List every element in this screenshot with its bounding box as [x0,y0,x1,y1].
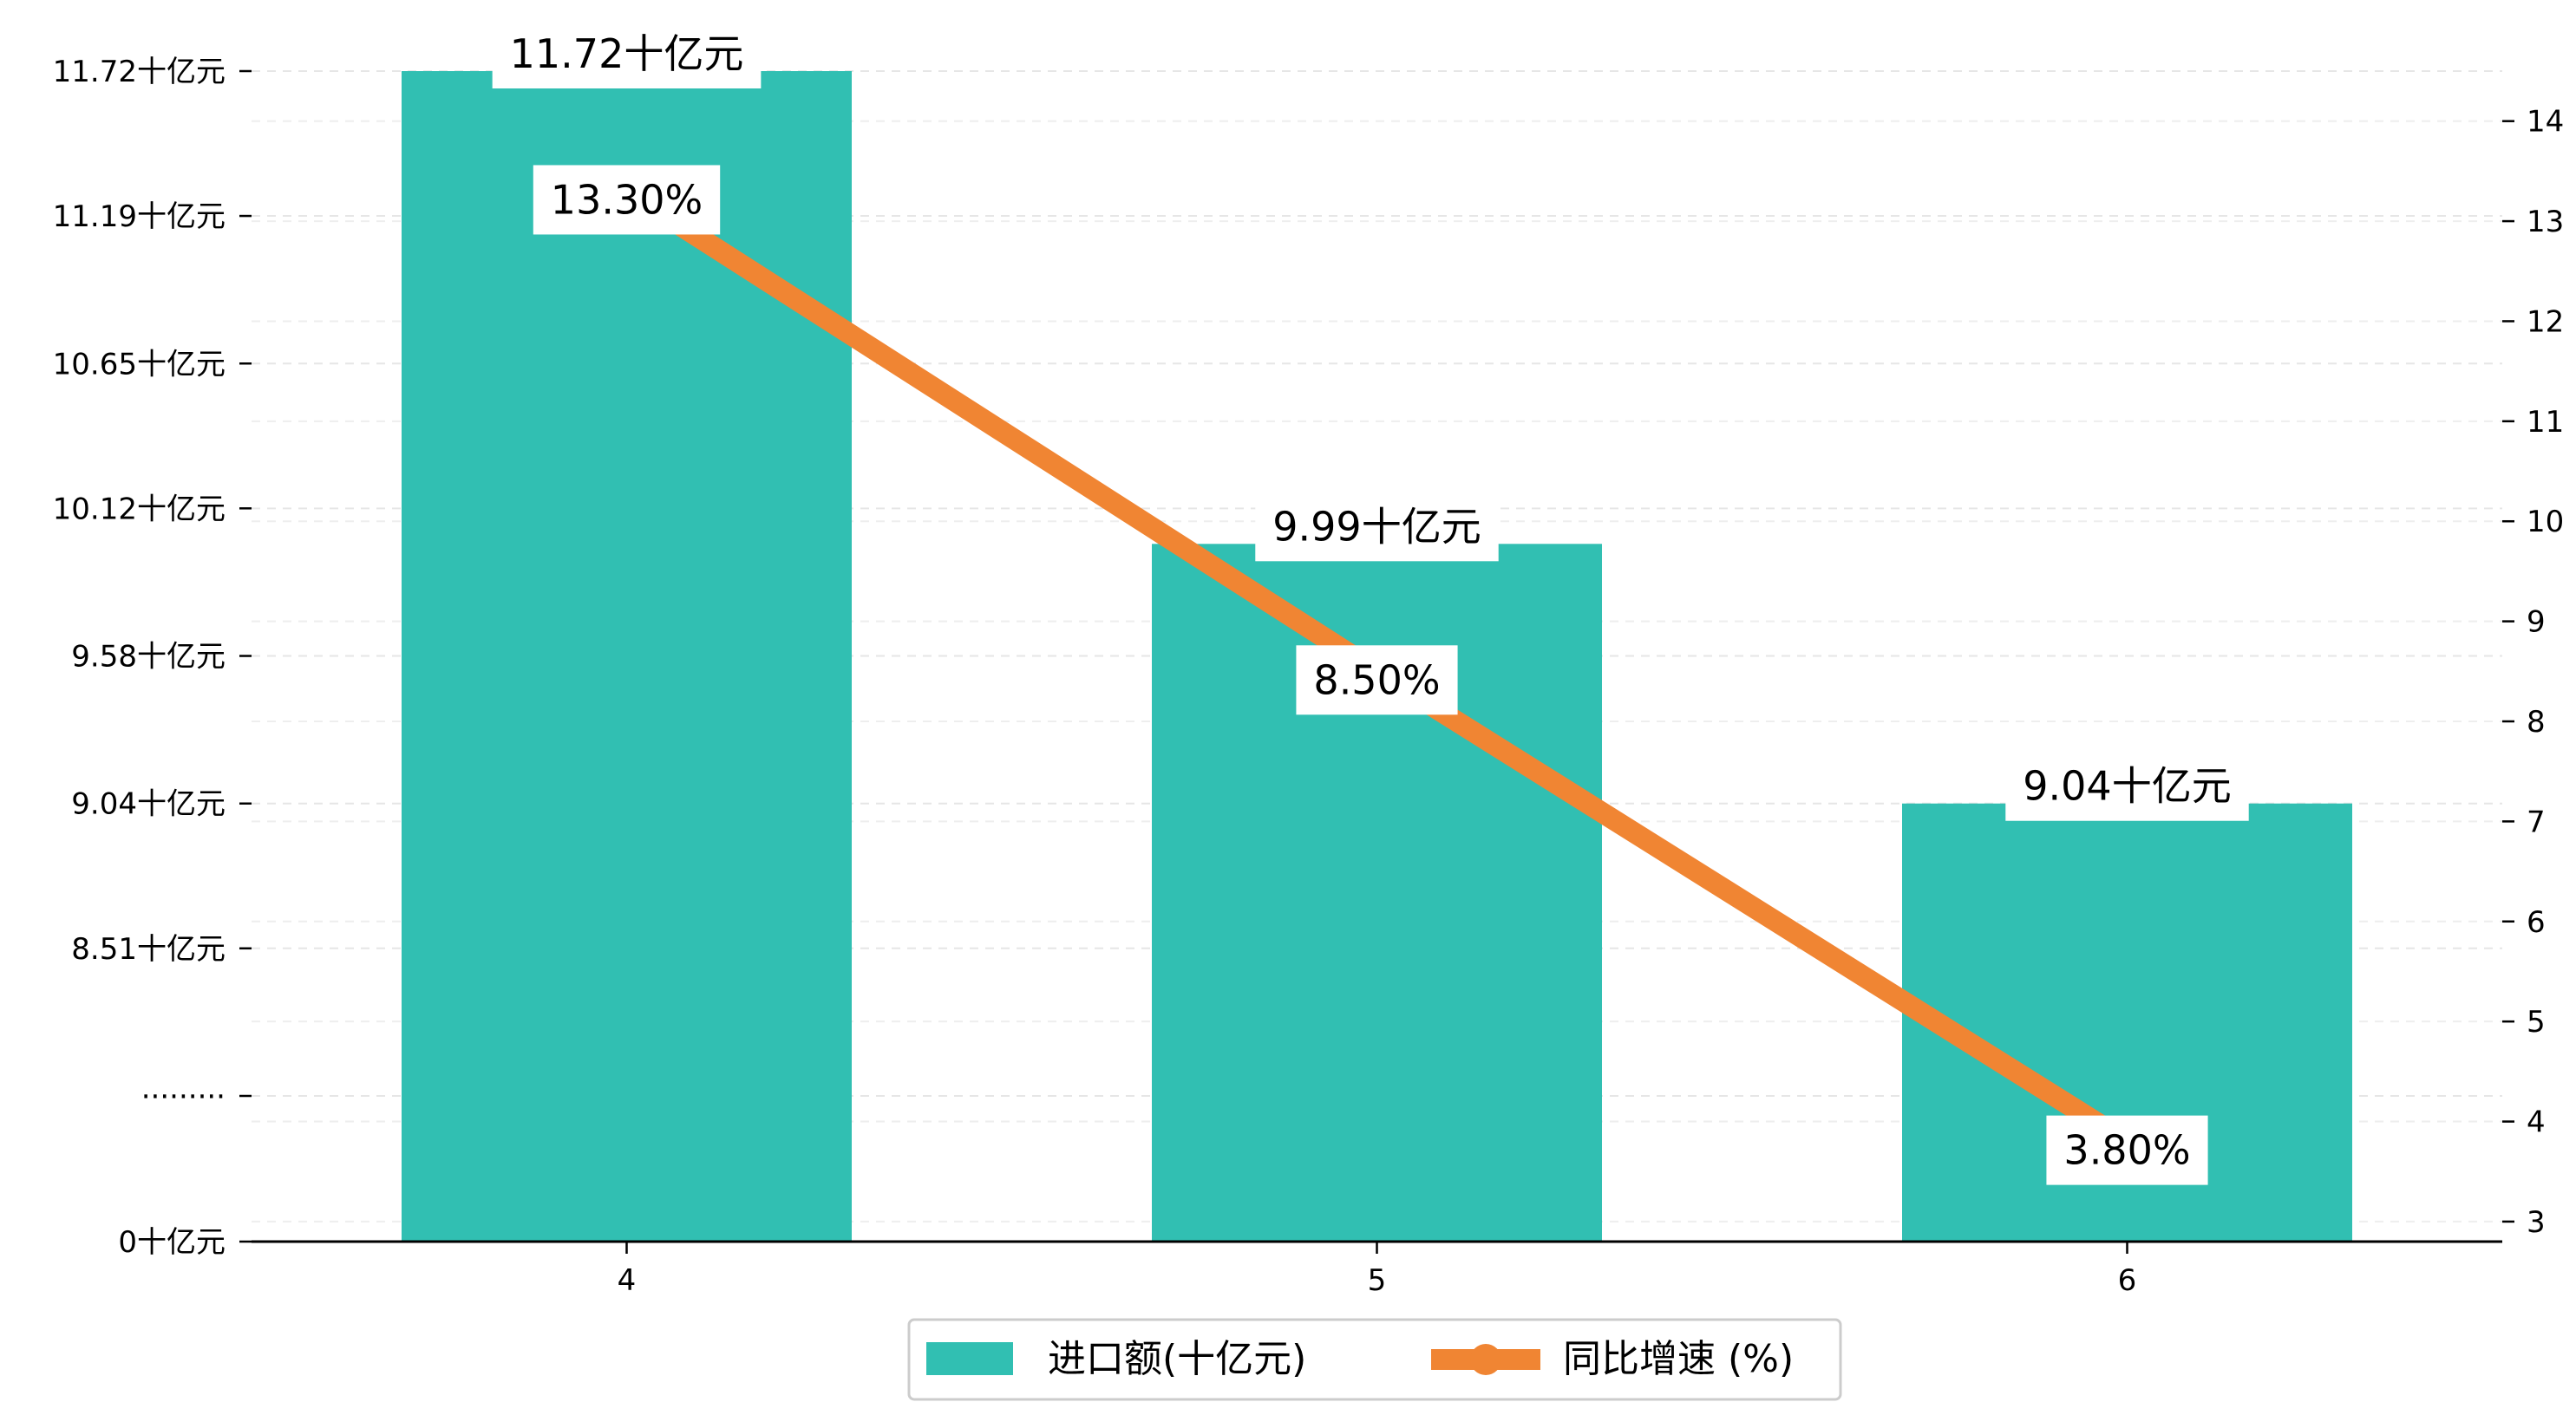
right-tick-label: 3 [2527,1205,2546,1240]
line-value-label-box [1296,645,1458,715]
bar-value-label-box [1255,492,1499,562]
legend-label-line: 同比增速 (%) [1563,1337,1794,1381]
left-tick-label: 0十亿元 [118,1225,226,1260]
line-value-label: 3.80% [2063,1127,2190,1174]
line-value-label-group: 13.30% [533,165,721,235]
left-tick-label: ········· [141,1079,226,1114]
legend-marker [1470,1344,1501,1375]
right-tick-label: 9 [2527,605,2546,640]
right-tick-label: 6 [2527,905,2546,940]
legend: 进口额(十亿元) 同比增速 (%) [907,1318,1842,1401]
x-tick-label: 6 [2118,1263,2137,1298]
bar-value-label-group: 9.04十亿元 [2005,751,2249,821]
legend-box [907,1318,1842,1401]
bar-value-label: 11.72十亿元 [510,30,744,77]
left-tick-label: 10.12十亿元 [53,492,226,526]
right-tick-label: 12 [2527,304,2564,339]
line-value-label-group: 3.80% [2046,1115,2208,1185]
left-tick-label: 9.04十亿元 [71,787,226,822]
right-tick-label: 4 [2527,1105,2546,1140]
data-labels: 11.72十亿元 9.99十亿元 9.04十亿元 13.30% 8.50% 3.80% [492,19,2249,1185]
bar-series [402,71,2352,1242]
bar [402,71,852,1242]
line-value-label-box [2046,1115,2208,1185]
left-tick-label: 11.72十亿元 [53,55,226,89]
bar-value-label-group: 9.99十亿元 [1255,492,1499,562]
bar-value-label-box [492,19,762,88]
right-tick-label: 5 [2527,1005,2546,1040]
right-tick-label: 11 [2527,405,2564,440]
right-tick-label: 14 [2527,105,2564,140]
legend-swatch-bar [926,1342,1013,1375]
x-tick-label: 4 [618,1263,637,1298]
line-value-label: 8.50% [1313,656,1440,703]
x-tick-label: 5 [1368,1263,1387,1298]
bar-value-label-group: 11.72十亿元 [492,19,762,88]
legend-label-bar: 进口额(十亿元) [1048,1337,1306,1381]
left-tick-label: 8.51十亿元 [71,932,226,967]
left-tick-label: 11.19十亿元 [53,199,226,234]
left-tick-label: 9.58十亿元 [71,640,226,675]
bar-value-label: 9.99十亿元 [1272,503,1481,550]
axes: 0十亿元 ········· 8.51十亿元 9.04十亿元 9.58十亿元 10.12十… [53,55,2565,1298]
right-tick-label: 13 [2527,205,2564,239]
line-value-label-box [533,165,721,235]
line-value-label: 13.30% [551,176,703,223]
right-tick-label: 8 [2527,705,2546,740]
left-tick-label: 10.65十亿元 [53,347,226,381]
right-tick-label: 10 [2527,505,2564,539]
right-tick-label: 7 [2527,805,2546,839]
bar-value-label-box [2005,751,2249,821]
bar-value-label: 9.04十亿元 [2023,763,2231,810]
line-value-label-group: 8.50% [1296,645,1458,715]
